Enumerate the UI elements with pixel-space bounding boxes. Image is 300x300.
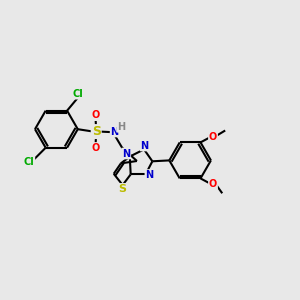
Text: S: S: [118, 184, 126, 194]
Text: N: N: [122, 148, 130, 159]
Text: N: N: [141, 140, 149, 151]
Text: H: H: [117, 122, 125, 132]
Text: N: N: [111, 127, 119, 136]
Text: O: O: [209, 132, 217, 142]
Text: S: S: [92, 125, 101, 138]
Text: O: O: [209, 179, 217, 189]
Text: Cl: Cl: [24, 157, 34, 167]
Text: O: O: [92, 110, 100, 120]
Text: O: O: [92, 143, 100, 153]
Text: Cl: Cl: [72, 89, 83, 99]
Text: N: N: [145, 170, 154, 180]
